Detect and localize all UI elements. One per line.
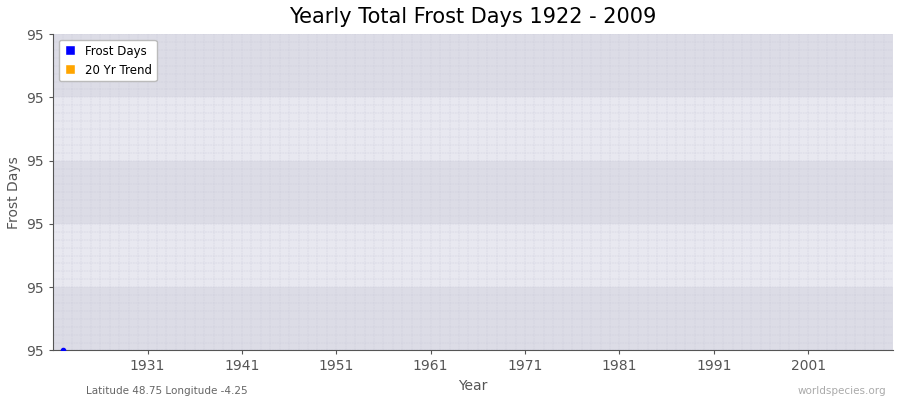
Bar <box>53 287 893 350</box>
Y-axis label: Frost Days: Frost Days <box>7 156 21 229</box>
Bar <box>53 97 893 161</box>
Bar <box>53 224 893 287</box>
Bar <box>53 34 893 97</box>
Text: Latitude 48.75 Longitude -4.25: Latitude 48.75 Longitude -4.25 <box>86 386 248 396</box>
X-axis label: Year: Year <box>458 379 488 393</box>
Legend: Frost Days, 20 Yr Trend: Frost Days, 20 Yr Trend <box>59 40 157 81</box>
Title: Yearly Total Frost Days 1922 - 2009: Yearly Total Frost Days 1922 - 2009 <box>290 7 657 27</box>
Bar <box>53 161 893 224</box>
Text: worldspecies.org: worldspecies.org <box>798 386 886 396</box>
